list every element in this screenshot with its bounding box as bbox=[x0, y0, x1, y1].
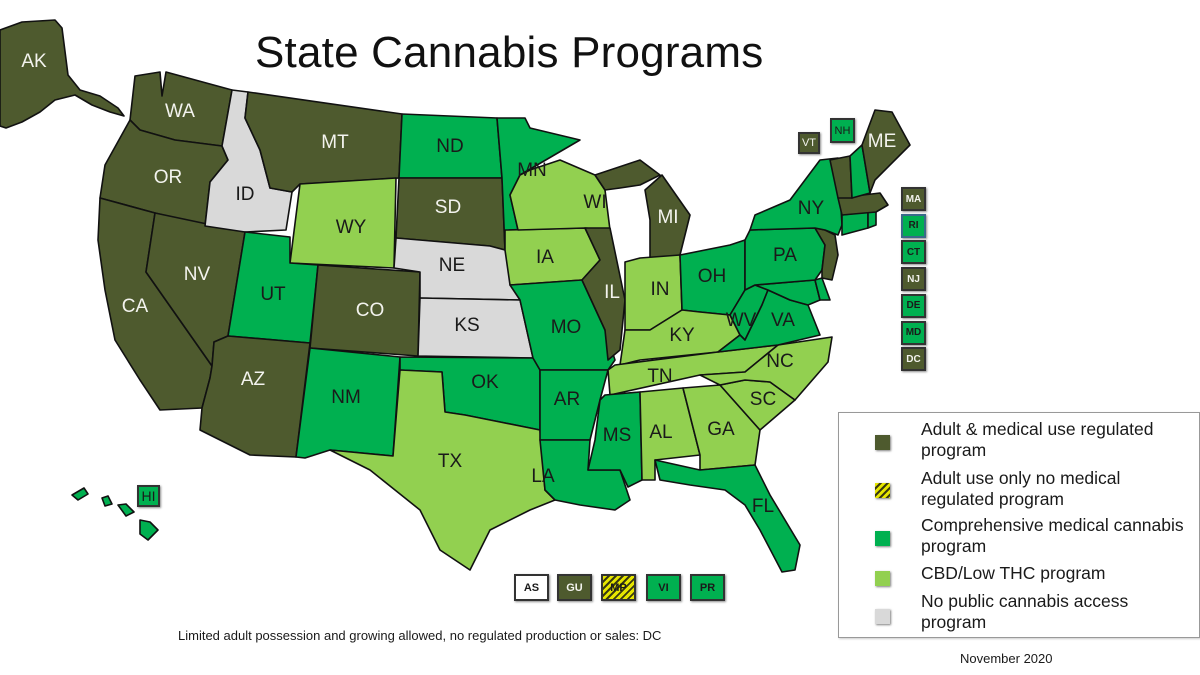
side-box-MA[interactable]: MA bbox=[901, 187, 926, 211]
label-OR: OR bbox=[154, 167, 183, 188]
state-NY[interactable] bbox=[749, 157, 843, 236]
state-DE[interactable] bbox=[814, 277, 831, 301]
callout-VT[interactable]: VT bbox=[798, 132, 820, 154]
legend-swatch-icon bbox=[875, 435, 890, 450]
map-title: State Cannabis Programs bbox=[255, 28, 764, 77]
label-SC: SC bbox=[750, 389, 776, 410]
side-box-MD[interactable]: MD bbox=[901, 320, 926, 345]
state-ME[interactable] bbox=[861, 109, 911, 194]
label-NM: NM bbox=[331, 387, 361, 408]
label-SD: SD bbox=[435, 197, 461, 218]
legend-swatch-icon bbox=[875, 571, 890, 586]
label-VA: VA bbox=[771, 310, 795, 331]
label-AK: AK bbox=[21, 51, 47, 72]
side-box-DC[interactable]: DC bbox=[901, 347, 926, 372]
state-HI[interactable] bbox=[71, 487, 159, 541]
state-labels: AK WA OR CA NV ID MT WY UT AZ CO NM ND SD NE KS OK TX MN IA… bbox=[21, 51, 896, 517]
label-OK: OK bbox=[471, 372, 499, 393]
label-NV: NV bbox=[184, 264, 211, 285]
label-FL: FL bbox=[752, 496, 774, 517]
territory-GU[interactable]: GU bbox=[557, 574, 592, 601]
label-ID: ID bbox=[236, 184, 255, 205]
legend-label: CBD/Low THC program bbox=[921, 563, 1106, 583]
label-KY: KY bbox=[669, 325, 695, 346]
legend-label: Adult & medical use regulated program bbox=[921, 419, 1154, 460]
hi-label-box[interactable]: HI bbox=[137, 485, 160, 507]
side-box-CT[interactable]: CT bbox=[901, 240, 926, 265]
state-AK[interactable] bbox=[0, 19, 125, 129]
legend-swatch-icon bbox=[875, 483, 890, 498]
label-KS: KS bbox=[454, 315, 479, 336]
label-IA: IA bbox=[536, 247, 554, 268]
callout-NH[interactable]: NH bbox=[830, 118, 855, 143]
label-TN: TN bbox=[647, 366, 672, 387]
territory-MP[interactable]: MP bbox=[601, 574, 636, 601]
label-OH: OH bbox=[698, 266, 727, 287]
state-NJ[interactable] bbox=[814, 227, 839, 281]
state-LA[interactable] bbox=[539, 439, 631, 511]
label-WA: WA bbox=[165, 101, 195, 122]
label-MN: MN bbox=[517, 160, 547, 181]
label-CO: CO bbox=[356, 300, 385, 321]
label-UT: UT bbox=[260, 284, 286, 305]
legend-label: No public cannabis access program bbox=[921, 591, 1129, 632]
label-CA: CA bbox=[122, 296, 149, 317]
label-AR: AR bbox=[554, 389, 580, 410]
label-MT: MT bbox=[321, 132, 349, 153]
legend-swatch-icon bbox=[875, 609, 890, 624]
footnote: Limited adult possession and growing all… bbox=[178, 628, 662, 643]
state-IL[interactable] bbox=[581, 227, 626, 361]
state-FL[interactable] bbox=[654, 459, 801, 573]
territory-VI[interactable]: VI bbox=[646, 574, 681, 601]
side-box-DE[interactable]: DE bbox=[901, 293, 926, 318]
label-PA: PA bbox=[773, 245, 797, 266]
label-LA: LA bbox=[531, 466, 555, 487]
label-ND: ND bbox=[436, 136, 463, 157]
label-WV: WV bbox=[726, 310, 757, 331]
state-NC[interactable] bbox=[699, 336, 833, 401]
label-MI: MI bbox=[657, 207, 678, 228]
label-TX: TX bbox=[438, 451, 463, 472]
state-TX[interactable] bbox=[329, 369, 556, 571]
label-AL: AL bbox=[649, 422, 672, 443]
label-NC: NC bbox=[766, 351, 793, 372]
side-box-NJ[interactable]: NJ bbox=[901, 267, 926, 292]
label-GA: GA bbox=[707, 419, 735, 440]
label-NE: NE bbox=[439, 255, 465, 276]
label-IN: IN bbox=[651, 279, 670, 300]
side-box-RI[interactable]: RI bbox=[901, 213, 926, 238]
state-AR[interactable] bbox=[539, 369, 609, 441]
label-WY: WY bbox=[336, 217, 367, 238]
legend-label: Comprehensive medical cannabis program bbox=[921, 515, 1184, 556]
date-label: November 2020 bbox=[960, 651, 1053, 666]
state-AZ[interactable] bbox=[199, 335, 311, 458]
label-ME: ME bbox=[868, 131, 897, 152]
label-MO: MO bbox=[551, 317, 582, 338]
label-NY: NY bbox=[798, 198, 825, 219]
label-MS: MS bbox=[603, 425, 632, 446]
legend-swatch-icon bbox=[875, 531, 890, 546]
label-WI: WI bbox=[583, 192, 606, 213]
territory-PR[interactable]: PR bbox=[690, 574, 725, 601]
legend: Adult & medical use regulated program Adu… bbox=[838, 412, 1200, 638]
state-RI[interactable] bbox=[867, 211, 877, 229]
label-IL: IL bbox=[604, 282, 620, 303]
territory-AS[interactable]: AS bbox=[514, 574, 549, 601]
label-AZ: AZ bbox=[241, 369, 266, 390]
legend-label: Adult use only no medical regulated prog… bbox=[921, 468, 1121, 509]
